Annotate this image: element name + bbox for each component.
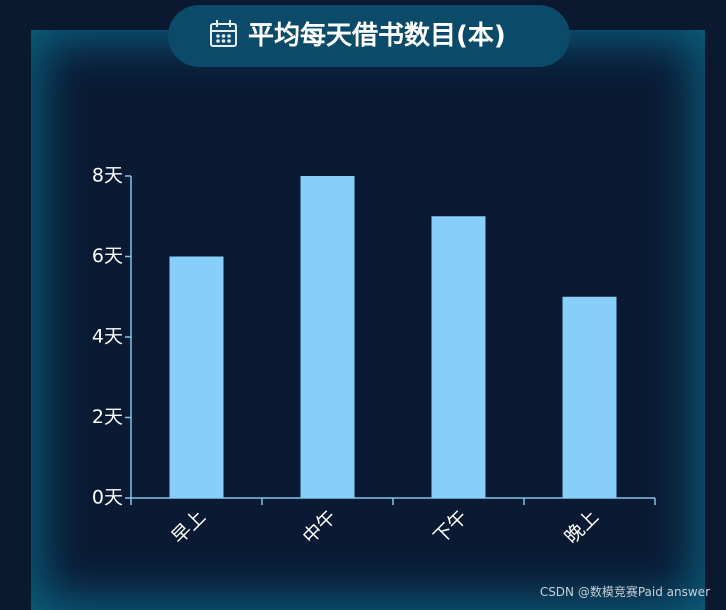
- bar: [300, 176, 355, 498]
- watermark: CSDN @数模竞赛Paid answer: [539, 585, 710, 599]
- x-tick-label: 早上: [167, 506, 209, 548]
- y-tick-label: 8天: [92, 165, 123, 187]
- bar: [169, 256, 224, 498]
- x-tick-label: 晚上: [560, 506, 602, 548]
- y-tick-label: 6天: [92, 245, 123, 267]
- bar: [431, 216, 486, 498]
- y-tick-label: 2天: [92, 406, 123, 428]
- x-tick-label: 中午: [298, 506, 340, 548]
- calendar-icon: [210, 20, 237, 47]
- y-tick-label: 4天: [92, 326, 123, 348]
- bar: [562, 296, 617, 498]
- x-tick-label: 下午: [429, 506, 471, 548]
- chart-title: 平均每天借书数目(本): [248, 21, 506, 51]
- y-tick-label: 0天: [92, 487, 123, 509]
